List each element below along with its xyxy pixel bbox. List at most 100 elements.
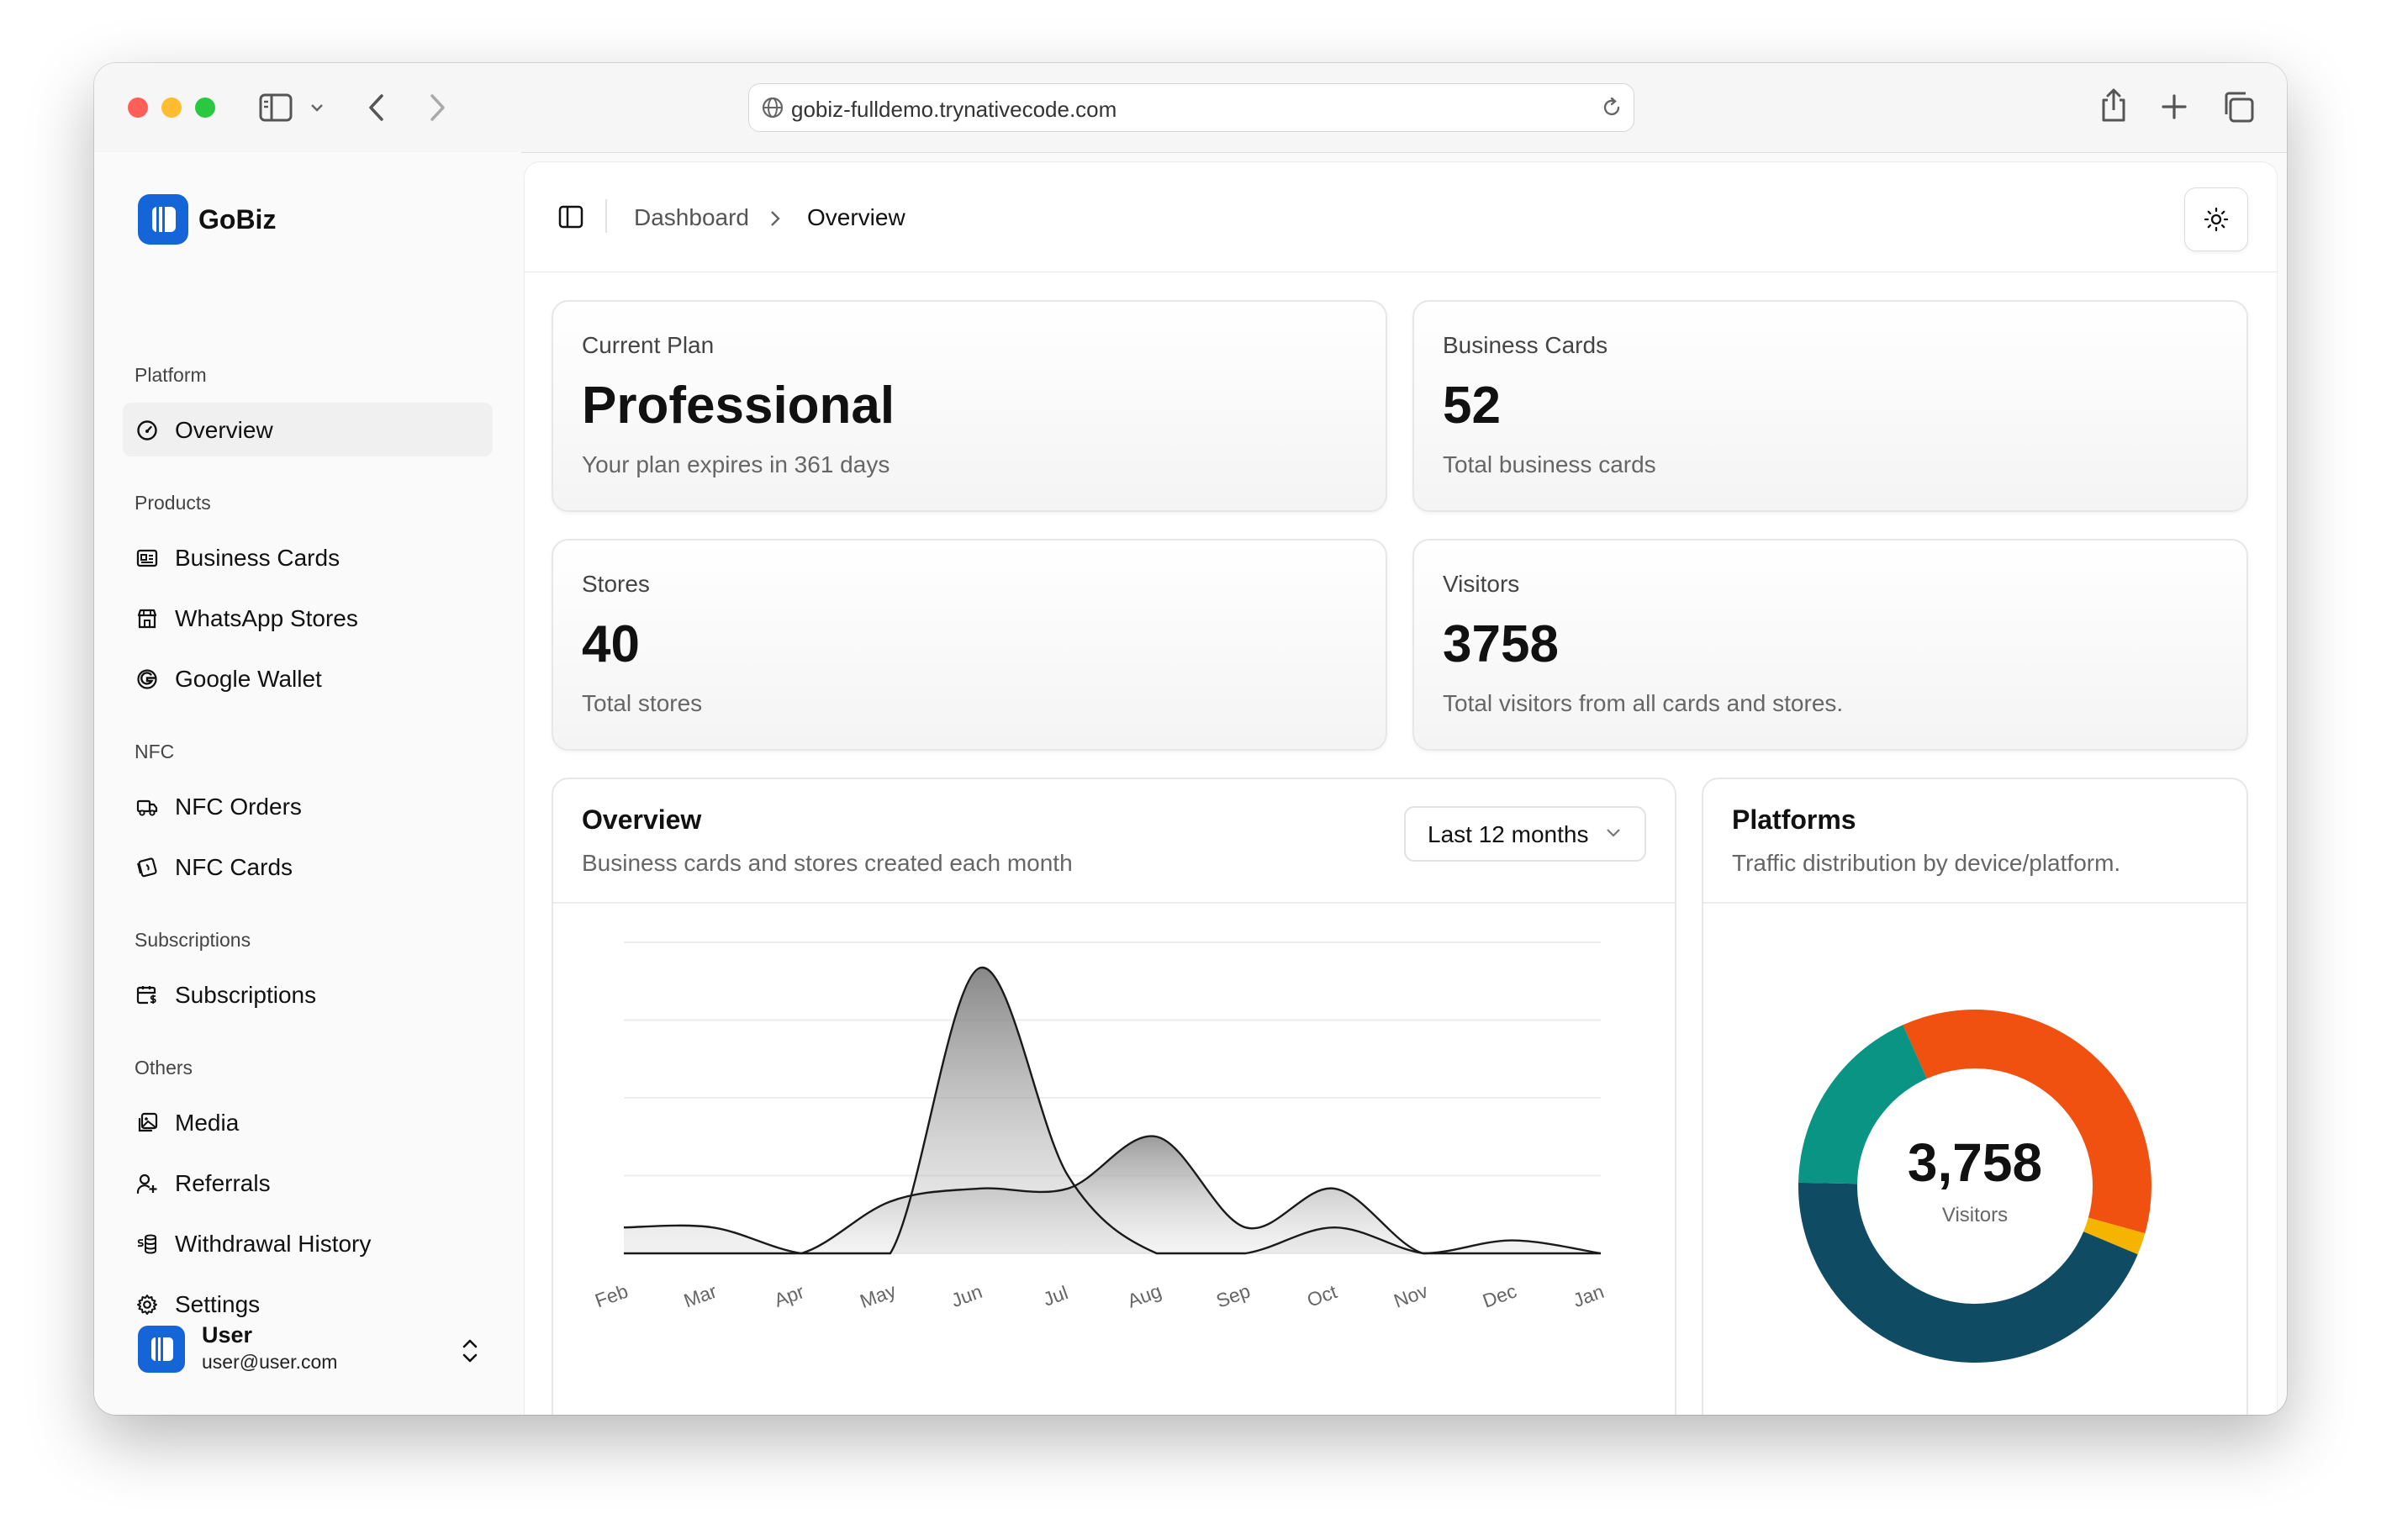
share-icon[interactable] bbox=[2099, 87, 2129, 124]
gauge-icon bbox=[137, 420, 157, 440]
chevrons-up-down-icon[interactable] bbox=[461, 1337, 479, 1364]
browser-window: gobiz-fulldemo.trynativecode.com bbox=[94, 63, 2287, 1415]
sidebar-item-referrals[interactable]: Referrals bbox=[123, 1156, 493, 1210]
stat-value: 52 bbox=[1443, 377, 1501, 435]
stat-label: Stores bbox=[582, 571, 650, 597]
range-select[interactable]: Last 12 months bbox=[1404, 806, 1646, 862]
sidebar-item-google-wallet[interactable]: Google Wallet bbox=[123, 651, 493, 705]
new-tab-plus-icon[interactable] bbox=[2161, 93, 2188, 120]
x-tick-label: Jul bbox=[1040, 1281, 1071, 1310]
donut-slice-4[interactable] bbox=[1798, 1025, 1927, 1184]
app-name: GoBiz bbox=[198, 204, 277, 235]
sidebar-item-nfc-cards[interactable]: NFC Cards bbox=[123, 840, 493, 894]
sidebar: GoBiz Platform Overview Products Busines… bbox=[94, 152, 521, 1415]
sidebar-item-settings[interactable]: Settings bbox=[123, 1277, 493, 1331]
tab-overview-icon[interactable] bbox=[2221, 90, 2255, 124]
coins-icon bbox=[137, 1234, 156, 1254]
url-text: gobiz-fulldemo.trynativecode.com bbox=[791, 97, 1117, 122]
sidebar-toggle-icon[interactable] bbox=[558, 204, 583, 229]
sidebar-item-business-cards[interactable]: Business Cards bbox=[123, 530, 493, 584]
reload-icon[interactable] bbox=[1600, 96, 1623, 119]
main-content: Dashboard Overview Current Plan bbox=[525, 162, 2277, 1415]
logo-icon[interactable] bbox=[138, 194, 188, 245]
sidebar-item-subscriptions[interactable]: Subscriptions bbox=[123, 968, 493, 1021]
stat-card-stores: Stores 40 Total stores bbox=[552, 539, 1387, 751]
stat-sub: Your plan expires in 361 days bbox=[582, 451, 890, 477]
sun-icon bbox=[2204, 207, 2229, 232]
panel-divider bbox=[553, 902, 1675, 904]
sidebar-item-whatsapp-stores[interactable]: WhatsApp Stores bbox=[123, 591, 493, 645]
x-tick-label: Aug bbox=[1124, 1279, 1164, 1311]
sidebar-item-label: Subscriptions bbox=[175, 982, 317, 1008]
header-divider bbox=[605, 199, 607, 233]
images-icon bbox=[138, 1112, 158, 1132]
truck-icon bbox=[136, 799, 158, 816]
section-label-platform: Platform bbox=[135, 364, 207, 386]
x-tick-label: Jan bbox=[1570, 1280, 1607, 1311]
x-tick-label: Mar bbox=[681, 1279, 720, 1311]
avatar[interactable] bbox=[138, 1326, 185, 1373]
user-name[interactable]: User bbox=[202, 1322, 253, 1348]
donut-center-value: 3,758 bbox=[1908, 1132, 2042, 1193]
forward-arrow-icon[interactable] bbox=[425, 92, 449, 124]
chevron-down-icon[interactable] bbox=[309, 102, 325, 113]
stat-label: Visitors bbox=[1443, 571, 1520, 597]
stat-card-visitors: Visitors 3758 Total visitors from all ca… bbox=[1412, 539, 2248, 751]
section-label-subscriptions: Subscriptions bbox=[135, 929, 251, 951]
x-tick-label: Dec bbox=[1480, 1279, 1519, 1311]
stat-sub: Total business cards bbox=[1443, 451, 1656, 477]
minimize-window-button[interactable] bbox=[161, 98, 182, 118]
gear-icon bbox=[137, 1295, 157, 1315]
address-bar[interactable]: gobiz-fulldemo.trynativecode.com bbox=[748, 83, 1634, 132]
breadcrumb-dashboard[interactable]: Dashboard bbox=[634, 204, 749, 230]
user-plus-icon bbox=[136, 1173, 157, 1195]
series-line-1 bbox=[623, 967, 1601, 1255]
x-tick-label: Jun bbox=[948, 1280, 985, 1311]
sidebar-item-label: Media bbox=[175, 1110, 240, 1136]
donut-chart: 3,758 Visitors bbox=[1798, 1010, 2151, 1363]
sidebar-item-label: Google Wallet bbox=[175, 666, 322, 692]
stat-value: 40 bbox=[582, 615, 640, 673]
x-tick-label: May bbox=[857, 1279, 899, 1312]
sidebar-item-label: Overview bbox=[175, 417, 273, 443]
x-tick-label: Sep bbox=[1213, 1279, 1253, 1311]
close-window-button[interactable] bbox=[128, 98, 148, 118]
page-header: Dashboard Overview bbox=[525, 162, 2277, 272]
nfc-card-icon bbox=[137, 857, 157, 878]
x-tick-label: Nov bbox=[1391, 1279, 1431, 1312]
user-email[interactable]: user@user.com bbox=[202, 1351, 338, 1373]
sidebar-item-withdrawal-history[interactable]: Withdrawal History bbox=[123, 1216, 493, 1270]
google-icon bbox=[137, 669, 157, 689]
x-tick-label: Apr bbox=[771, 1280, 807, 1311]
back-arrow-icon[interactable] bbox=[365, 92, 388, 124]
stat-value: 3758 bbox=[1443, 615, 1559, 673]
theme-toggle-button[interactable] bbox=[2184, 187, 2248, 251]
sidebar-item-nfc-orders[interactable]: NFC Orders bbox=[123, 779, 493, 833]
globe-icon bbox=[762, 97, 784, 119]
sidebar-toggle-icon[interactable] bbox=[259, 93, 293, 122]
stat-sub: Total visitors from all cards and stores… bbox=[1443, 690, 1844, 716]
overview-chart-panel: Overview Business cards and stores creat… bbox=[552, 778, 1676, 1415]
donut-slice-3[interactable] bbox=[1798, 1182, 2138, 1363]
donut-slice-2[interactable] bbox=[2083, 1217, 2146, 1255]
store-icon bbox=[137, 609, 157, 629]
sidebar-item-overview[interactable]: Overview bbox=[123, 403, 493, 456]
chevron-down-icon bbox=[1607, 829, 1620, 837]
zoom-window-button[interactable] bbox=[195, 98, 215, 118]
panel-title: Platforms bbox=[1732, 804, 1856, 835]
sidebar-item-label: NFC Orders bbox=[175, 794, 302, 820]
section-label-others: Others bbox=[135, 1057, 193, 1079]
sidebar-item-media[interactable]: Media bbox=[123, 1095, 493, 1149]
donut-center-label: Visitors bbox=[1942, 1204, 2008, 1226]
area-chart: Feb Mar Apr May Jun Jul Aug Sep Oct Nov Dec Jan bbox=[592, 941, 1607, 1312]
panel-title: Overview bbox=[582, 804, 702, 835]
calendar-dollar-icon bbox=[136, 986, 156, 1005]
panel-divider bbox=[1703, 902, 2246, 904]
sidebar-item-label: WhatsApp Stores bbox=[175, 605, 358, 631]
donut-slice-1[interactable] bbox=[1903, 1010, 2151, 1234]
sidebar-item-label: Settings bbox=[175, 1291, 261, 1317]
sidebar-item-label: NFC Cards bbox=[175, 854, 293, 880]
stat-label: Current Plan bbox=[582, 332, 715, 358]
series-area-2 bbox=[624, 1136, 1601, 1253]
panel-subtitle: Traffic distribution by device/platform. bbox=[1732, 850, 2121, 876]
